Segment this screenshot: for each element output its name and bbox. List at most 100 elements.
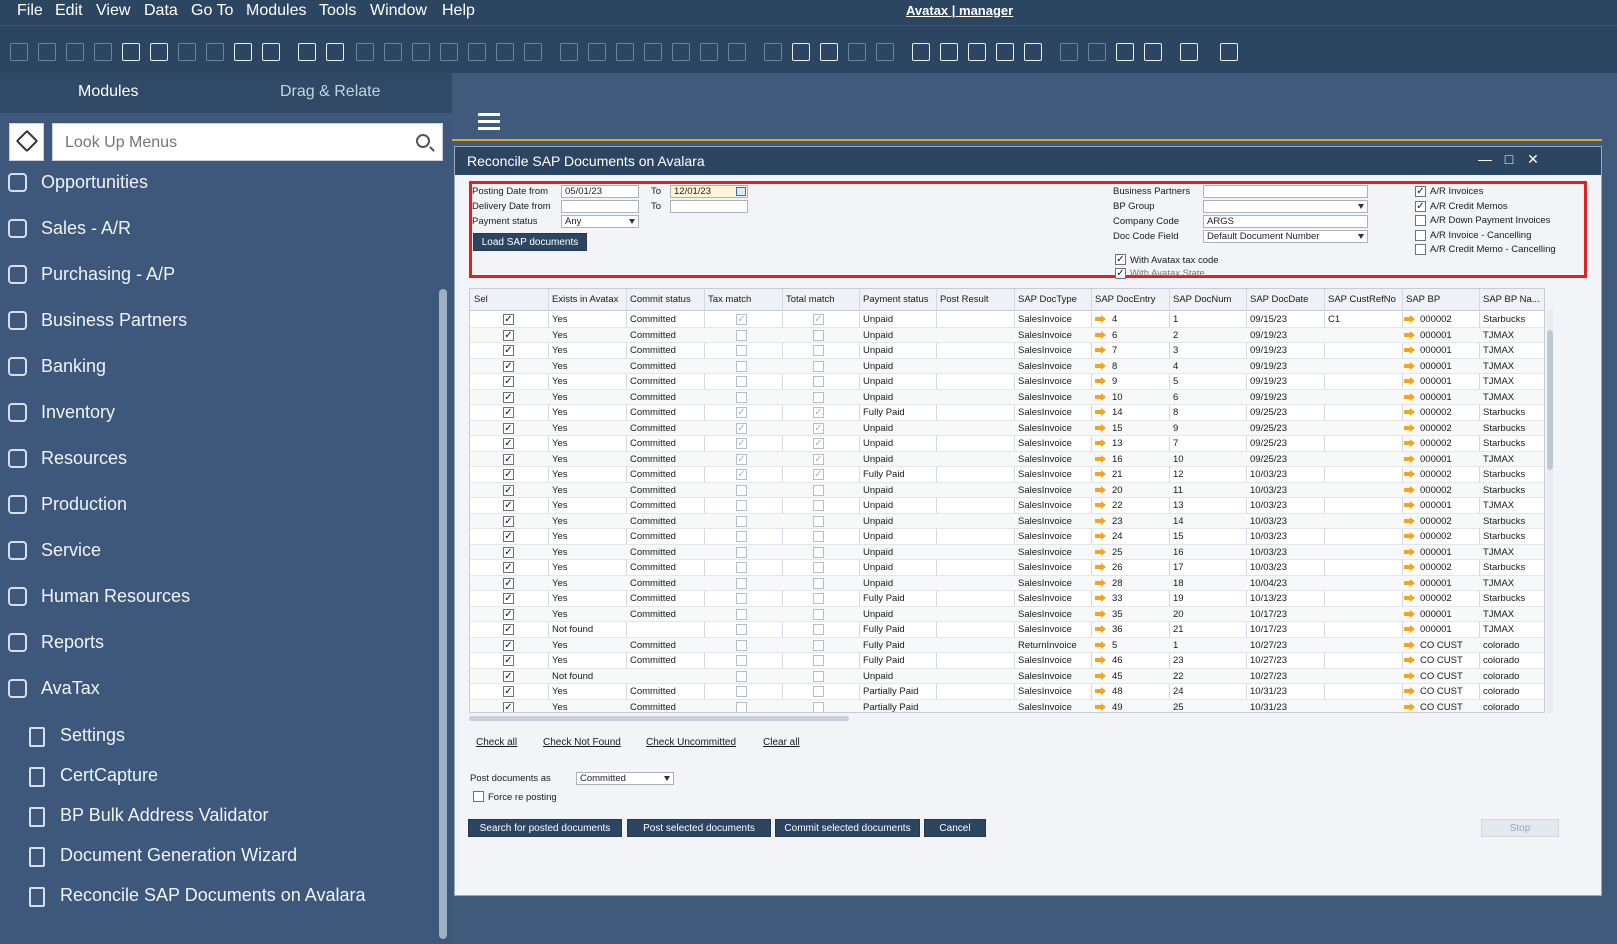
column-header[interactable]: SAP DocEntry — [1095, 294, 1156, 305]
toolbar-tool-9-icon[interactable] — [234, 43, 252, 61]
link-arrow-icon[interactable] — [1095, 423, 1106, 432]
module-business-partners[interactable]: Business Partners — [0, 306, 440, 336]
toolbar-tool-36-icon[interactable] — [1024, 43, 1042, 61]
link-arrow-icon[interactable] — [1095, 439, 1106, 447]
link-arrow-icon[interactable] — [1095, 563, 1106, 571]
link-arrow-icon[interactable] — [1404, 315, 1415, 323]
row-select-checkbox[interactable]: ✓ — [503, 624, 514, 635]
table-row[interactable]: ✓ Yes Committed Unpaid SalesInvoice 9 5 09/19/2… — [470, 374, 1544, 390]
table-row[interactable]: ✓ Yes Committed Unpaid SalesInvoice 6 2 09/19/2… — [470, 327, 1544, 343]
link-arrow-icon[interactable] — [1095, 377, 1106, 385]
table-row[interactable]: ✓ Yes Committed Fully Paid SalesInvoice 46 23 1… — [470, 653, 1544, 669]
payment-status-select[interactable]: Any — [561, 215, 639, 228]
table-row[interactable]: ✓ Yes Committed Unpaid SalesInvoice 8 4 09/19/2… — [470, 358, 1544, 374]
toolbar-tool-31-icon[interactable] — [876, 43, 894, 61]
menu-window[interactable]: Window — [370, 2, 427, 19]
link-arrow-icon[interactable] — [1404, 702, 1415, 711]
row-select-checkbox[interactable]: ✓ — [503, 484, 514, 496]
link-arrow-icon[interactable] — [1404, 594, 1415, 602]
link-arrow-icon[interactable] — [1095, 346, 1106, 354]
table-row[interactable]: ✓ ✓ ✓ Yes Committed Unpaid SalesInvoice 15 9 09/2… — [470, 420, 1544, 436]
link-arrow-icon[interactable] — [1095, 656, 1106, 664]
submenu-reconcile-sap-documents[interactable]: Reconcile SAP Documents on Avalara — [0, 881, 440, 911]
ar-invoice-cancelling-checkbox[interactable] — [1415, 230, 1426, 241]
menu-view[interactable]: View — [96, 2, 131, 19]
link-arrow-icon[interactable] — [1404, 377, 1415, 385]
row-select-checkbox[interactable]: ✓ — [503, 438, 514, 449]
module-human-resources[interactable]: Human Resources — [0, 582, 440, 612]
check-not-found-link[interactable]: Check Not Found — [543, 737, 621, 748]
row-select-checkbox[interactable]: ✓ — [503, 531, 514, 542]
row-select-checkbox[interactable]: ✓ — [503, 562, 514, 573]
toolbar-tool-23-icon[interactable] — [644, 43, 662, 61]
toolbar-tool-6-icon[interactable] — [150, 43, 168, 61]
toolbar-tool-34-icon[interactable] — [968, 43, 986, 61]
toolbar-tool-33-icon[interactable] — [940, 43, 958, 61]
table-row[interactable]: ✓ Yes Committed Unpaid SalesInvoice 20 11 10/03… — [470, 482, 1544, 498]
toolbar-tool-3-icon[interactable] — [66, 43, 84, 61]
table-row[interactable]: ✓ Yes Committed Unpaid SalesInvoice 22 13 10/03… — [470, 498, 1544, 514]
ar-credit-memo-cancelling-checkbox[interactable] — [1415, 244, 1426, 255]
toolbar-tool-40-icon[interactable] — [1144, 43, 1162, 61]
menu-data[interactable]: Data — [144, 2, 178, 19]
toolbar-tool-17-icon[interactable] — [468, 43, 486, 61]
row-select-checkbox[interactable]: ✓ — [503, 345, 514, 356]
toolbar-tool-29-icon[interactable] — [820, 43, 838, 61]
link-arrow-icon[interactable] — [1404, 532, 1415, 540]
link-arrow-icon[interactable] — [1404, 687, 1415, 695]
toolbar-tool-35-icon[interactable] — [996, 43, 1014, 61]
table-row[interactable]: ✓ ✓ ✓ Yes Committed Fully Paid SalesInvoice 14 8… — [470, 405, 1544, 421]
calendar-icon[interactable] — [736, 187, 746, 196]
bp-group-select[interactable] — [1203, 200, 1368, 213]
link-arrow-icon[interactable] — [1095, 594, 1106, 602]
row-select-checkbox[interactable]: ✓ — [503, 391, 514, 403]
link-arrow-icon[interactable] — [1095, 315, 1106, 323]
row-select-checkbox[interactable]: ✓ — [503, 670, 514, 682]
toolbar-tool-27-icon[interactable] — [764, 43, 782, 61]
toolbar-tool-28-icon[interactable] — [792, 43, 810, 61]
table-row[interactable]: ✓ Yes Committed Fully Paid SalesInvoice 33 19 1… — [470, 591, 1544, 607]
link-arrow-icon[interactable] — [1095, 516, 1106, 525]
row-select-checkbox[interactable]: ✓ — [503, 686, 514, 697]
toolbar-tool-14-icon[interactable] — [384, 43, 402, 61]
link-arrow-icon[interactable] — [1095, 609, 1106, 618]
panel-scrollbar[interactable] — [439, 289, 447, 939]
toolbar-tool-39-icon[interactable] — [1116, 43, 1134, 61]
module-sales[interactable]: Sales - A/R — [0, 214, 440, 244]
column-header[interactable]: SAP DocDate — [1250, 294, 1309, 305]
link-arrow-icon[interactable] — [1404, 470, 1415, 478]
row-select-checkbox[interactable]: ✓ — [503, 593, 514, 604]
toolbar-tool-15-icon[interactable] — [412, 43, 430, 61]
row-select-checkbox[interactable]: ✓ — [503, 469, 514, 480]
search-icon[interactable] — [416, 134, 430, 148]
table-row[interactable]: ✓ Yes Committed Unpaid SalesInvoice 28 18 10/04… — [470, 575, 1544, 591]
link-arrow-icon[interactable] — [1404, 671, 1415, 680]
row-select-checkbox[interactable]: ✓ — [503, 453, 514, 465]
grid-scroll-thumb[interactable] — [1547, 330, 1553, 470]
search-posted-documents-button[interactable]: Search for posted documents — [468, 819, 622, 837]
post-selected-documents-button[interactable]: Post selected documents — [627, 819, 771, 837]
row-select-checkbox[interactable]: ✓ — [503, 546, 514, 558]
menu-file[interactable]: File — [17, 2, 43, 19]
table-row[interactable]: ✓ Yes Committed Partially Paid SalesInvoice 4… — [470, 699, 1544, 713]
link-arrow-icon[interactable] — [1404, 578, 1415, 587]
link-arrow-icon[interactable] — [1404, 547, 1415, 556]
link-arrow-icon[interactable] — [1404, 392, 1415, 401]
posting-date-from-field[interactable]: 05/01/23 — [561, 185, 639, 198]
link-arrow-icon[interactable] — [1404, 485, 1415, 494]
row-select-checkbox[interactable]: ✓ — [503, 577, 514, 589]
table-row[interactable]: ✓ Yes Committed Unpaid SalesInvoice 23 14 10/03… — [470, 513, 1544, 529]
link-arrow-icon[interactable] — [1404, 330, 1415, 339]
table-row[interactable]: ✓ Yes Committed Unpaid SalesInvoice 25 16 10/03… — [470, 544, 1544, 560]
row-select-checkbox[interactable]: ✓ — [503, 500, 514, 511]
row-select-checkbox[interactable]: ✓ — [503, 701, 514, 713]
table-row[interactable]: ✓ ✓ ✓ Yes Committed Unpaid SalesInvoice 16 10 09/… — [470, 451, 1544, 467]
toolbar-tool-30-icon[interactable] — [848, 43, 866, 61]
link-arrow-icon[interactable] — [1404, 423, 1415, 432]
toolbar-tool-20-icon[interactable] — [560, 43, 578, 61]
link-arrow-icon[interactable] — [1404, 656, 1415, 664]
link-arrow-icon[interactable] — [1404, 625, 1415, 633]
module-reports[interactable]: Reports — [0, 628, 440, 658]
table-row[interactable]: ✓ ✓ ✓ Yes Committed Fully Paid SalesInvoice 21 1… — [470, 467, 1544, 483]
toolbar-tool-38-icon[interactable] — [1088, 43, 1106, 61]
